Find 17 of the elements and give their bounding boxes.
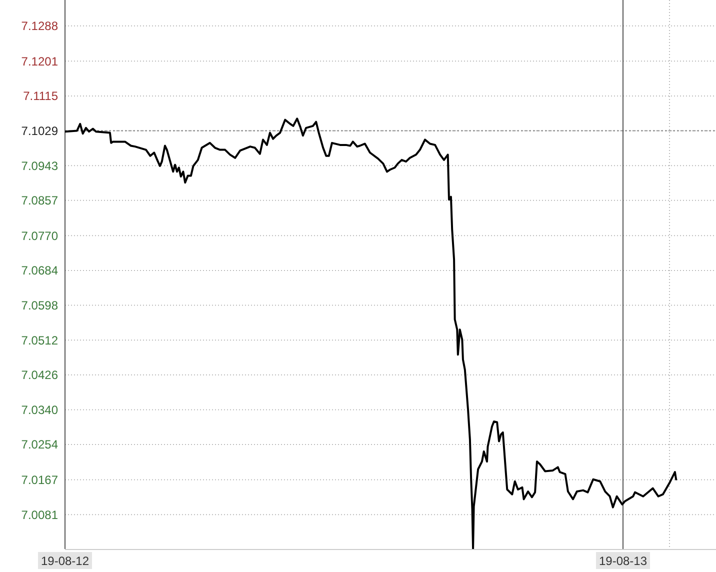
y-tick-label: 7.0684 [21,264,58,278]
y-tick-label: 7.0081 [21,508,58,522]
y-tick-label: 7.1029 [21,124,58,138]
y-tick-label: 7.0426 [21,368,58,382]
y-tick-label: 7.0167 [21,472,58,487]
x-tick-label: 19-08-13 [598,554,648,568]
y-tick-label: 7.0340 [21,402,58,417]
y-tick-label: 7.1288 [21,19,58,34]
x-tick-label: 19-08-12 [40,554,90,568]
y-tick-label: 7.0943 [21,158,58,173]
y-tick-label: 7.1201 [21,54,58,68]
y-tick-label: 7.0857 [21,194,58,208]
y-tick-label: 7.0254 [21,438,58,452]
y-tick-label: 7.0770 [21,228,58,243]
y-tick-label: 7.0512 [21,333,58,348]
y-tick-label: 7.1115 [23,89,58,104]
y-tick-label: 7.0598 [21,298,58,312]
